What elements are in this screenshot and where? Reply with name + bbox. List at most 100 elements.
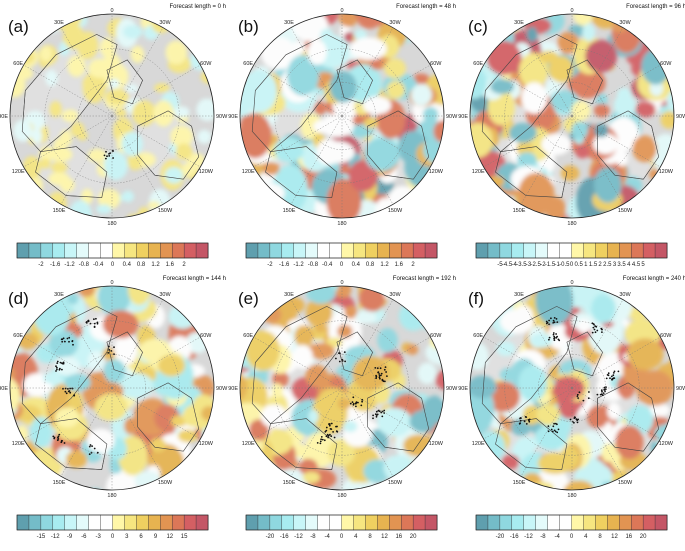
colorbar-tick-label: 0: [111, 262, 115, 268]
colorbar-box: [317, 514, 330, 531]
anomaly-cell: [54, 356, 80, 377]
colorbar-box: [281, 514, 295, 531]
anomaly-cell: [77, 130, 88, 141]
anomaly-cell: [344, 305, 358, 319]
anomaly-cell: [635, 370, 674, 406]
anomaly-cell: [585, 39, 618, 73]
coastline: [35, 146, 108, 198]
anomaly-cell: [258, 183, 285, 203]
anomaly-cell: [334, 286, 352, 298]
map-panel-4: (d) Forecast length = 144 h 0 180 90E 90W 30E 6…: [0, 276, 228, 499]
significance-stipple: [372, 409, 386, 420]
colorbar-box: [559, 242, 572, 259]
anomaly-cell: [40, 46, 52, 62]
anomaly-cell: [377, 407, 412, 437]
anomaly-cell: [65, 450, 88, 469]
colorbar-box: [160, 514, 173, 531]
anomaly-cell: [117, 373, 154, 399]
colorbar-box: [511, 514, 525, 531]
anomaly-cell: [521, 82, 548, 114]
graticule: [240, 286, 444, 490]
colorbar-box: [52, 514, 66, 531]
anomaly-cell: [510, 418, 531, 436]
map-panel-3: (c) Forecast length = 96 h 0 180 90E 90W 30E 60…: [458, 4, 685, 227]
colorbar-tick-label: -2: [38, 262, 44, 268]
longitude-label: 30W: [159, 292, 171, 298]
longitude-label: 120E: [12, 169, 25, 175]
longitude-label: 60W: [660, 61, 672, 67]
anomaly-cell: [517, 152, 537, 168]
anomaly-cell: [305, 297, 333, 328]
colorbar-box: [535, 514, 549, 531]
anomaly-cell: [340, 475, 378, 490]
longitude-label: 120W: [429, 169, 444, 175]
colorbar-box: [607, 242, 620, 259]
colorbar-box: [523, 242, 537, 259]
anomaly-cell: [343, 31, 355, 43]
colorbar-box: [317, 242, 330, 259]
coastline: [251, 306, 348, 425]
longitude-label: 90W: [446, 386, 458, 392]
longitude-labels: 0 180 90E 90W 30E 60E 30W 60W 120E 150E 120W 150W: [458, 8, 685, 227]
graticule: [470, 14, 674, 218]
significance-stipple: [591, 322, 603, 334]
panel-label: (a): [8, 17, 29, 36]
colorbar-box: [400, 514, 414, 531]
longitude-label: 0: [570, 8, 573, 14]
coastline: [367, 382, 430, 452]
anomaly-cell: [108, 78, 120, 89]
anomaly-cell: [530, 333, 553, 348]
longitude-label: 120E: [472, 441, 485, 447]
anomaly-cell: [94, 393, 128, 421]
anomaly-cell: [499, 367, 518, 382]
colorbar-box: [475, 514, 489, 531]
anomaly-cell: [435, 369, 444, 391]
colorbar-tick-label: 4: [354, 534, 358, 540]
anomaly-cell: [262, 161, 280, 176]
graticule: [240, 14, 444, 218]
colorbar-box: [642, 242, 656, 259]
anomaly-cell: [490, 79, 515, 95]
colorbar-box: [136, 242, 149, 259]
colorbar-tick-label: 2: [598, 262, 602, 268]
colorbar-box: [377, 242, 390, 259]
colorbar-tick-label: -1.2: [293, 262, 304, 268]
colorbar-tick-label: 12: [381, 534, 388, 540]
colorbar-box: [88, 514, 101, 531]
anomaly-cell: [660, 423, 674, 439]
anomaly-cell: [171, 415, 187, 427]
colorbar-box: [195, 514, 209, 531]
graticule: [10, 286, 214, 490]
anomaly-cell: [548, 56, 574, 83]
colorbar-box: [630, 242, 644, 259]
anomaly-cell: [355, 14, 384, 29]
anomaly-cell: [536, 403, 560, 426]
longitude-label: 120W: [659, 169, 674, 175]
anomaly-cell: [660, 110, 674, 129]
longitude-label: 60E: [13, 333, 23, 339]
anomaly-cell: [547, 323, 570, 350]
longitude-label: 90W: [216, 114, 228, 120]
colorbar-box: [245, 242, 259, 259]
longitude-label: 120W: [659, 441, 674, 447]
longitude-label: 150W: [158, 480, 173, 486]
significance-stipple: [107, 345, 115, 356]
anomaly-cell: [364, 137, 400, 172]
coastline: [336, 59, 373, 105]
colorbar-tick-label: -6: [81, 534, 87, 540]
colorbar-tick-label: 1: [584, 262, 588, 268]
colorbar-tick-label: 4: [627, 262, 631, 268]
colorbar-tick-label: 0.8: [366, 262, 375, 268]
anomaly-cell: [31, 128, 43, 144]
anomaly-cell: [593, 167, 622, 203]
anomaly-cell: [508, 122, 537, 143]
colorbar-box: [365, 242, 378, 259]
panel-label: (e): [238, 289, 259, 308]
anomaly-cell: [286, 54, 320, 96]
anomaly-cell: [150, 438, 166, 452]
anomaly-cell: [615, 425, 644, 460]
colorbar-box: [257, 242, 271, 259]
anomaly-cell: [130, 45, 145, 64]
colorbar-tick-label: 16: [395, 534, 402, 540]
longitude-label: 0: [110, 280, 113, 286]
